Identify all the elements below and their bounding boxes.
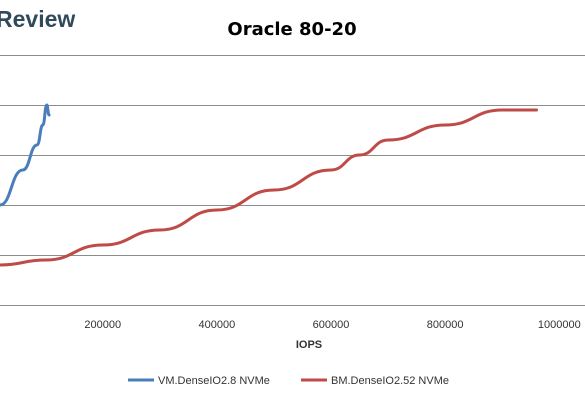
- legend-label-1: VM.DenseIO2.8 NVMe: [158, 375, 270, 387]
- x-tick-label: 1000000: [538, 319, 581, 331]
- gridlines: [0, 55, 585, 306]
- x-tick-label: 600000: [313, 319, 350, 331]
- brand-logo-text: Review: [0, 6, 75, 32]
- x-tick-label: 400000: [199, 319, 236, 331]
- legend-label-2: BM.DenseIO2.52 NVMe: [331, 375, 449, 387]
- x-tick-label: 200000: [84, 319, 121, 331]
- series-line-1: [0, 103, 51, 207]
- x-tick-labels: 200000 400000 600000 800000 1000000: [84, 319, 580, 331]
- x-axis-label: IOPS: [296, 339, 322, 351]
- series-line-2: [0, 108, 538, 267]
- series-lines: [0, 103, 538, 267]
- chart-title: Oracle 80-20: [227, 19, 356, 40]
- x-tick-label: 800000: [427, 319, 464, 331]
- legend: VM.DenseIO2.8 NVMe BM.DenseIO2.52 NVMe: [128, 375, 449, 387]
